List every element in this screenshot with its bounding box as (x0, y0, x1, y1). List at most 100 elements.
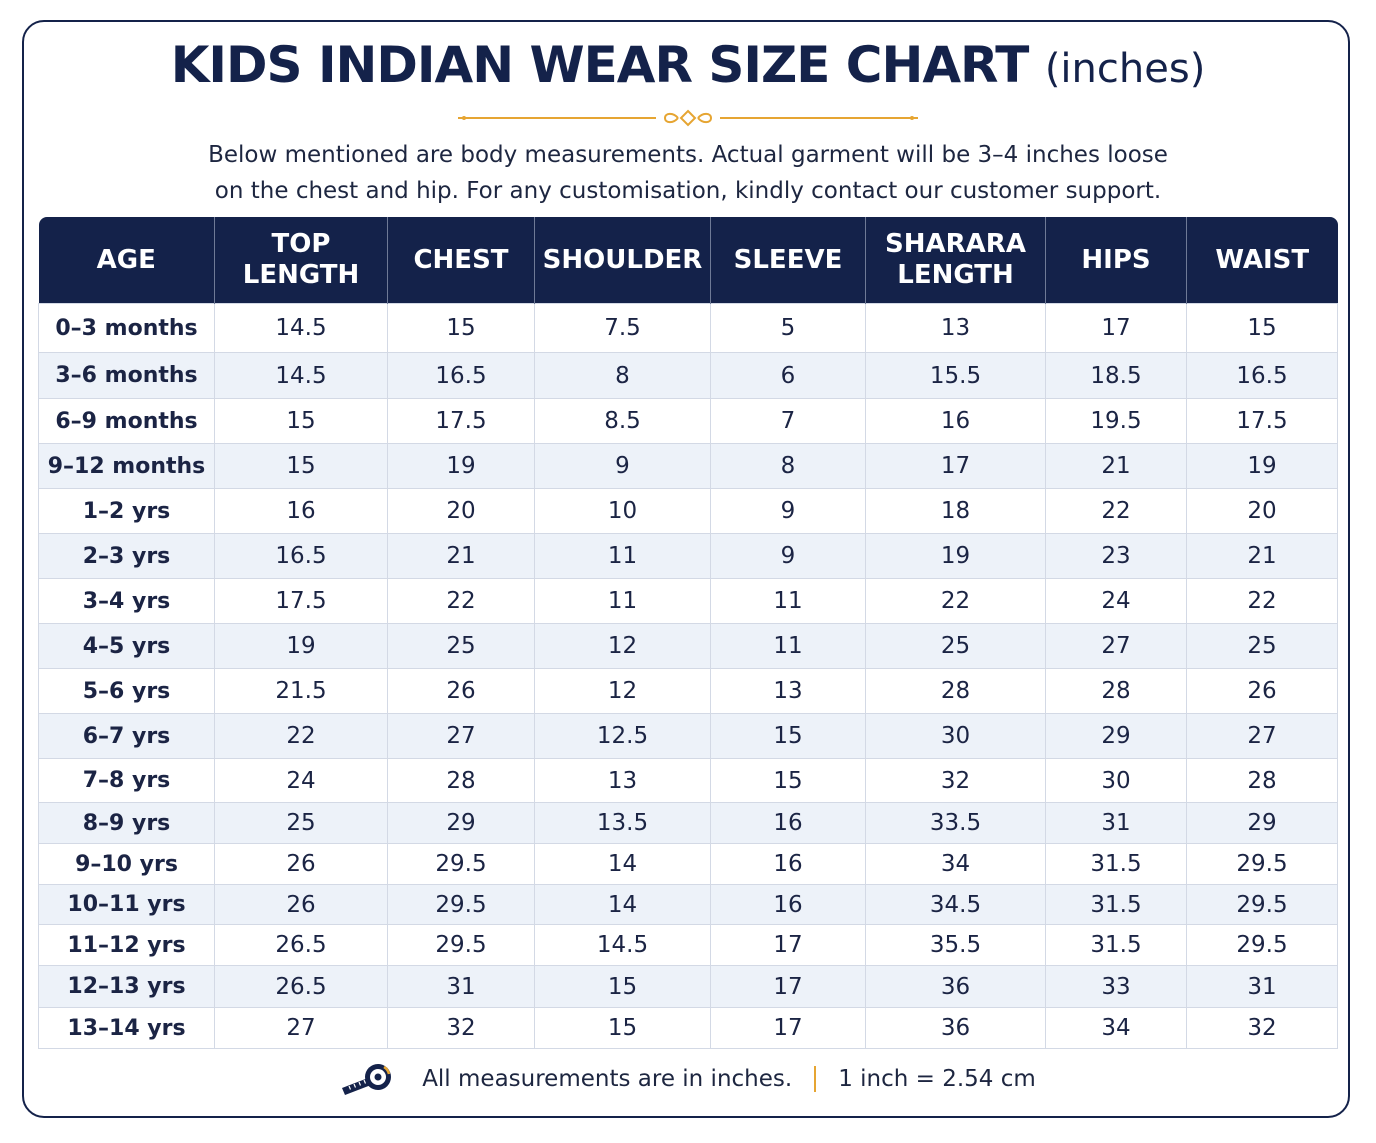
column-header-label: SHARARA (885, 229, 1026, 259)
measurement-cell: 36 (865, 1007, 1046, 1049)
measurement-cell: 13 (865, 303, 1046, 353)
measurement-cell: 16 (865, 398, 1046, 444)
table-row: 1–2 yrs 16 20 10 9 18 22 20 (38, 488, 1338, 534)
measurement-cell: 15 (534, 1007, 711, 1049)
age-cell: 12–13 yrs (38, 965, 215, 1008)
measurement-cell: 22 (214, 713, 388, 759)
age-cell: 4–5 yrs (38, 623, 215, 669)
measurement-cell: 31.5 (1045, 843, 1187, 885)
table-row: 12–13 yrs 26.5 31 15 17 36 33 31 (38, 965, 1338, 1008)
measurement-cell: 31.5 (1045, 884, 1187, 925)
measurement-cell: 25 (865, 623, 1046, 669)
footer-note-text: All measurements are in inches. (422, 1066, 793, 1092)
table-row: 8–9 yrs 25 29 13.5 16 33.5 31 29 (38, 802, 1338, 844)
measurement-cell: 18 (865, 488, 1046, 534)
measurement-note: Below mentioned are body measurements. A… (0, 137, 1376, 209)
unit-conversion: 1 inch = 2.54 cm (838, 1066, 1036, 1092)
measurement-cell: 28 (1186, 758, 1338, 803)
measurement-cell: 12 (534, 623, 711, 669)
measurement-cell: 17 (1045, 303, 1187, 353)
measurement-cell: 8 (710, 443, 866, 489)
measurement-cell: 26 (1186, 668, 1338, 714)
measurement-cell: 21 (1045, 443, 1187, 489)
measurement-cell: 32 (387, 1007, 535, 1049)
measurement-cell: 13 (710, 668, 866, 714)
measurement-cell: 22 (387, 578, 535, 624)
table-row: 6–7 yrs 22 27 12.5 15 30 29 27 (38, 713, 1338, 759)
measurement-cell: 26 (214, 843, 388, 885)
measurement-cell: 8.5 (534, 398, 711, 444)
measurement-cell: 5 (710, 303, 866, 353)
measurement-cell: 14 (534, 843, 711, 885)
measurement-cell: 33 (1045, 965, 1187, 1008)
measurement-cell: 9 (710, 533, 866, 579)
measurement-cell: 31 (1186, 965, 1338, 1008)
measurement-cell: 27 (1186, 713, 1338, 759)
column-header-label: TOP (271, 229, 331, 259)
measurement-cell: 29.5 (387, 843, 535, 885)
measurement-cell: 21 (387, 533, 535, 579)
measurement-cell: 23 (1045, 533, 1187, 579)
table-body: 0–3 months 14.5 15 7.5 5 13 17 15 3–6 months 14.5… (38, 303, 1338, 1049)
measurement-cell: 31 (1045, 802, 1187, 844)
measurement-cell: 24 (1045, 578, 1187, 624)
measurement-cell: 21 (1186, 533, 1338, 579)
age-cell: 6–9 months (38, 398, 215, 444)
measurement-cell: 15 (1186, 303, 1338, 353)
measurement-cell: 36 (865, 965, 1046, 1008)
measurement-cell: 17 (710, 965, 866, 1008)
measurement-cell: 22 (1186, 578, 1338, 624)
measurement-cell: 14.5 (214, 303, 388, 353)
measurement-cell: 16 (214, 488, 388, 534)
measurement-cell: 13.5 (534, 802, 711, 844)
title-unit: (inches) (1044, 46, 1206, 92)
measurement-cell: 13 (534, 758, 711, 803)
age-cell: 7–8 yrs (38, 758, 215, 803)
table-row: 7–8 yrs 24 28 13 15 32 30 28 (38, 758, 1338, 803)
measurement-cell: 10 (534, 488, 711, 534)
measurement-cell: 25 (214, 802, 388, 844)
measurement-cell: 15 (710, 758, 866, 803)
measurement-cell: 30 (865, 713, 1046, 759)
measurement-cell: 19 (865, 533, 1046, 579)
measurement-cell: 16 (710, 884, 866, 925)
column-header: AGE (38, 217, 215, 304)
measurement-cell: 26 (214, 884, 388, 925)
measurement-cell: 20 (387, 488, 535, 534)
measurement-cell: 34.5 (865, 884, 1046, 925)
column-header-label: SHOULDER (542, 244, 703, 275)
measurement-cell: 25 (1186, 623, 1338, 669)
table-row: 0–3 months 14.5 15 7.5 5 13 17 15 (38, 303, 1338, 353)
measurement-cell: 27 (214, 1007, 388, 1049)
measurement-cell: 25 (387, 623, 535, 669)
measurement-cell: 19 (1186, 443, 1338, 489)
age-cell: 2–3 yrs (38, 533, 215, 579)
measurement-cell: 9 (534, 443, 711, 489)
measurement-cell: 8 (534, 352, 711, 399)
footer-note: All measurements are in inches. 1 inch =… (0, 1062, 1376, 1096)
measurement-cell: 28 (1045, 668, 1187, 714)
measurement-cell: 16.5 (214, 533, 388, 579)
measurement-cell: 16 (710, 843, 866, 885)
measurement-cell: 26.5 (214, 965, 388, 1008)
column-header: WAIST (1186, 217, 1338, 304)
measurement-cell: 26.5 (214, 924, 388, 966)
measurement-cell: 14.5 (214, 352, 388, 399)
table-row: 3–6 months 14.5 16.5 8 6 15.5 18.5 16.5 (38, 352, 1338, 399)
measurement-cell: 11 (534, 533, 711, 579)
measurement-cell: 15 (534, 965, 711, 1008)
measurement-cell: 11 (710, 578, 866, 624)
measurement-cell: 11 (710, 623, 866, 669)
page-title: KIDS INDIAN WEAR SIZE CHART (inches) (0, 36, 1376, 94)
column-header-label: HIPS (1081, 244, 1151, 275)
table-row: 6–9 months 15 17.5 8.5 7 16 19.5 17.5 (38, 398, 1338, 444)
age-cell: 8–9 yrs (38, 802, 215, 844)
subtitle-line-1: Below mentioned are body measurements. A… (208, 142, 1168, 168)
column-header-label: LENGTH (897, 260, 1014, 290)
measurement-cell: 34 (1045, 1007, 1187, 1049)
measurement-cell: 17 (865, 443, 1046, 489)
measuring-tape-icon (342, 1064, 392, 1095)
measurement-cell: 22 (1045, 488, 1187, 534)
measurement-cell: 19.5 (1045, 398, 1187, 444)
measurement-cell: 7 (710, 398, 866, 444)
